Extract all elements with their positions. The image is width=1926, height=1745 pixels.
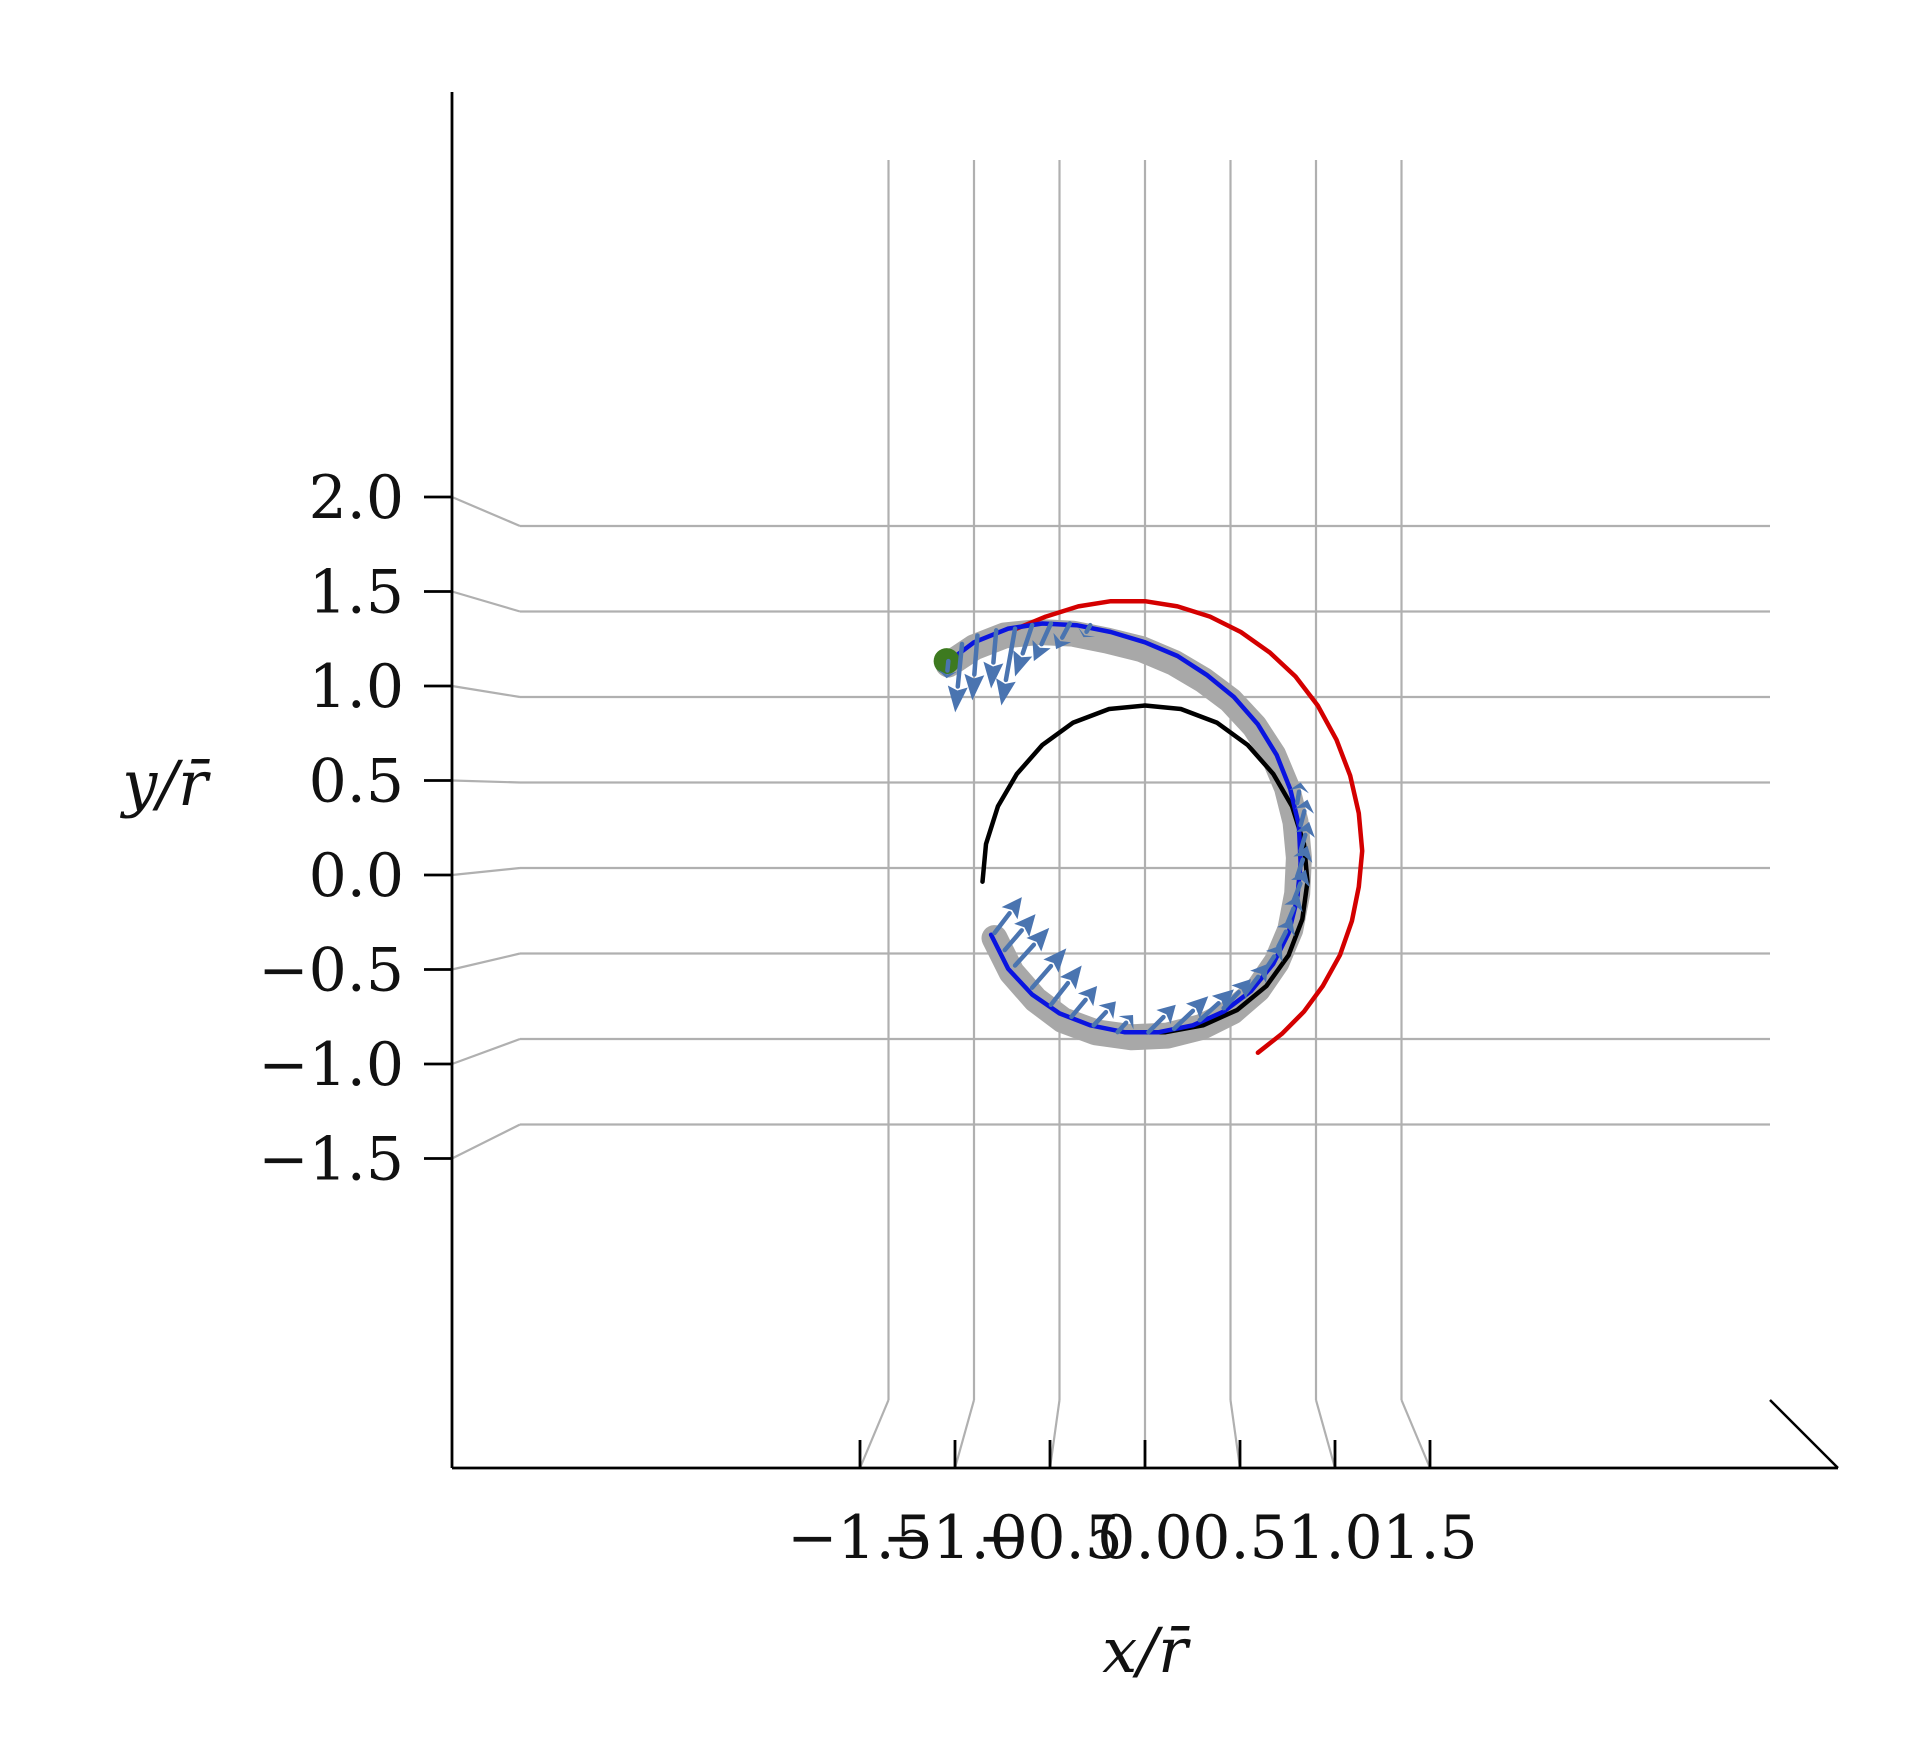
series-grey-band [935,619,1312,1051]
grid-connector-y [451,590,521,613]
velocity-arrow [1262,944,1283,973]
axes [424,92,1839,1470]
velocity-arrow [1146,1004,1176,1035]
grid-connector-x [1314,1399,1337,1469]
velocity-arrow [1197,989,1234,1023]
velocity-arrow [1284,895,1303,927]
x-tick-label: 1.0 [1287,1503,1382,1573]
y-tick-label: 2.0 [309,463,404,533]
velocity-arrow [1293,845,1313,879]
y-tick-label: 1.0 [309,652,404,722]
velocity-arrow [1053,621,1073,650]
velocity-arrow [1012,927,1050,968]
y-tick-label: 0.5 [309,747,404,817]
grid-connector-x [953,1399,976,1469]
y-tick-label: −1.0 [258,1030,404,1100]
tick-labels: −1.5−1.0−0.50.00.51.01.52.0−1.5−1.0−0.50… [258,463,1477,1573]
series-black-arc [980,703,1310,1035]
series-blue-path [944,621,1303,1035]
grid-connector-y [451,952,521,971]
grid-connector-y [451,779,521,784]
series-group [933,598,1365,1055]
x-tick-label: 1.5 [1382,1503,1477,1573]
grid-connector-y [451,684,521,699]
grid-connector-x [1048,1399,1061,1469]
x-tick-label: 0.5 [1192,1503,1287,1573]
y-tick-label: −0.5 [258,936,404,1006]
x-axis-label: x/r̄ [1102,1614,1191,1687]
velocity-arrow [1289,782,1309,806]
y-axis-label: y/r̄ [119,747,211,820]
velocity-arrow [1002,914,1036,953]
velocity-arrow [1091,1001,1116,1028]
x-tick-label: 0.0 [1097,1503,1192,1573]
grid [451,160,1770,1469]
velocity-arrow [1013,622,1035,677]
velocity-arrow [1294,799,1315,828]
y-tick-label: −1.5 [258,1125,404,1195]
velocity-arrow [1048,965,1082,1008]
velocity-arrow [964,633,985,701]
velocity-arrow [1029,948,1067,990]
grid-connector-y [451,866,521,877]
grid-connector-x [1400,1399,1432,1469]
velocity-arrow [947,641,968,713]
velocity-arrow [1276,919,1295,949]
velocity-arrow [937,658,958,679]
x-tick-label: −1.0 [882,1503,1028,1573]
velocity-arrow [1295,821,1315,854]
velocity-arrow [1115,1015,1134,1035]
velocity-arrow [996,626,1018,706]
grid-connector-x [858,1399,890,1469]
grid-connector-y [451,1123,521,1160]
velocity-arrow [1032,621,1054,662]
grid-connector-y [451,495,521,528]
velocity-arrow [1077,622,1096,638]
velocity-arrow [1171,996,1209,1031]
y-tick-label: 0.0 [309,841,404,911]
velocity-arrow [1069,985,1098,1020]
series-red-arc [1014,598,1365,1055]
grid-connector-x [1229,1399,1242,1469]
velocity-arrow [983,628,1004,689]
velocity-arrow [1291,869,1310,903]
x-tick-label: −1.5 [787,1503,933,1573]
x-tick-label: −0.5 [977,1503,1123,1573]
velocity-arrows [937,621,1315,1035]
axis-corner [1769,1399,1839,1469]
y-tick-label: 1.5 [309,558,404,628]
velocity-arrow [992,897,1022,936]
grid-connector-y [451,1037,521,1066]
